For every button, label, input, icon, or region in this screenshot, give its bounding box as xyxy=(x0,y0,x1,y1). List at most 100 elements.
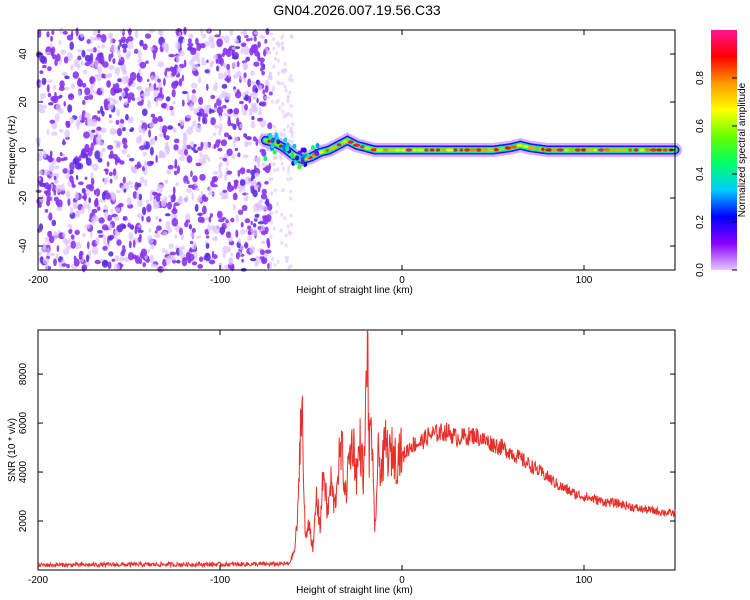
noise-blob xyxy=(265,28,270,35)
noise-blob xyxy=(273,168,277,173)
noise-blob xyxy=(253,203,259,213)
ridge-peak xyxy=(628,148,633,152)
noise-blob xyxy=(259,57,265,63)
noise-blob xyxy=(280,241,284,245)
spectrogram-y-ticks: -40 -20 0 20 40 xyxy=(18,48,675,253)
noise-blob xyxy=(261,70,265,76)
noise-blob xyxy=(177,198,184,205)
noise-blob xyxy=(253,36,257,42)
noise-blob xyxy=(284,255,288,260)
noise-blob xyxy=(286,95,290,100)
noise-blob xyxy=(139,61,147,69)
ridge-blob xyxy=(300,159,305,165)
noise-blob xyxy=(261,149,267,157)
noise-blob xyxy=(87,203,91,212)
noise-blob xyxy=(97,110,101,114)
noise-blob xyxy=(108,171,113,177)
noise-blob xyxy=(127,223,132,228)
noise-blob xyxy=(61,183,65,192)
noise-blob xyxy=(283,84,287,89)
noise-blob xyxy=(42,150,47,159)
noise-blob xyxy=(82,265,86,273)
noise-blob xyxy=(172,186,176,195)
noise-blob xyxy=(205,240,208,244)
noise-blob xyxy=(185,219,191,223)
noise-blob xyxy=(116,239,122,246)
noise-blob xyxy=(95,237,100,245)
noise-blob xyxy=(167,164,174,170)
noise-blob xyxy=(84,61,91,67)
noise-blob xyxy=(196,112,202,117)
noise-blob xyxy=(150,46,154,51)
noise-blob xyxy=(107,144,114,150)
noise-blob xyxy=(236,61,240,68)
noise-blob xyxy=(93,137,96,146)
noise-blob xyxy=(269,220,273,225)
noise-blob xyxy=(72,201,79,209)
noise-blob xyxy=(141,108,148,117)
noise-blob xyxy=(217,174,221,180)
noise-blob xyxy=(108,251,114,257)
snr-y-axis-label: SNR (10 * v/v) xyxy=(7,418,18,482)
noise-blob xyxy=(196,196,203,203)
noise-blob xyxy=(137,50,142,59)
noise-blob xyxy=(160,198,164,206)
noise-blob xyxy=(150,263,158,268)
x-tick-label: -100 xyxy=(210,275,230,286)
noise-blob xyxy=(188,224,192,230)
noise-blob xyxy=(184,148,188,156)
y-tick-label: 20 xyxy=(18,96,29,108)
ridge-blob xyxy=(272,149,277,155)
noise-blob xyxy=(181,99,185,107)
noise-blob xyxy=(226,170,233,175)
noise-blob xyxy=(258,84,263,91)
noise-blob xyxy=(169,251,177,256)
noise-blob xyxy=(226,148,233,157)
noise-blob xyxy=(83,201,88,210)
noise-blob xyxy=(239,167,246,175)
noise-blob xyxy=(147,238,154,244)
noise-blob xyxy=(142,43,148,51)
noise-blob xyxy=(74,229,80,235)
noise-blob xyxy=(190,48,197,56)
noise-blob xyxy=(191,261,198,266)
noise-blob xyxy=(159,184,164,188)
noise-blob xyxy=(165,96,171,102)
noise-blob xyxy=(101,260,109,268)
noise-blob xyxy=(211,250,215,257)
noise-blob xyxy=(108,53,112,62)
noise-blob xyxy=(181,90,189,95)
spectrogram-ridge xyxy=(258,132,682,170)
noise-blob xyxy=(289,104,293,108)
noise-blob xyxy=(119,119,125,124)
noise-blob xyxy=(81,148,88,154)
noise-blob xyxy=(183,26,187,35)
noise-blob xyxy=(257,51,261,60)
noise-blob xyxy=(100,127,107,134)
noise-blob xyxy=(122,216,126,221)
noise-blob xyxy=(96,89,103,96)
noise-blob xyxy=(48,164,55,172)
ridge-peak xyxy=(609,148,617,152)
noise-blob xyxy=(289,74,293,78)
noise-blob xyxy=(201,33,207,39)
noise-blob xyxy=(279,228,283,233)
noise-blob xyxy=(122,69,128,75)
noise-blob xyxy=(287,265,291,270)
noise-blob xyxy=(230,252,234,257)
noise-blob xyxy=(91,129,96,133)
noise-blob xyxy=(270,210,274,215)
noise-blob xyxy=(144,88,150,97)
noise-blob xyxy=(84,54,91,62)
noise-blob xyxy=(147,248,150,253)
noise-blob xyxy=(212,225,216,234)
noise-blob xyxy=(191,147,196,151)
noise-blob xyxy=(196,235,202,239)
noise-blob xyxy=(128,81,132,87)
ridge-peak xyxy=(370,148,378,152)
noise-blob xyxy=(218,162,223,167)
noise-blob xyxy=(69,116,75,124)
noise-blob xyxy=(260,67,264,72)
noise-blob xyxy=(209,213,213,218)
noise-blob xyxy=(106,80,111,88)
